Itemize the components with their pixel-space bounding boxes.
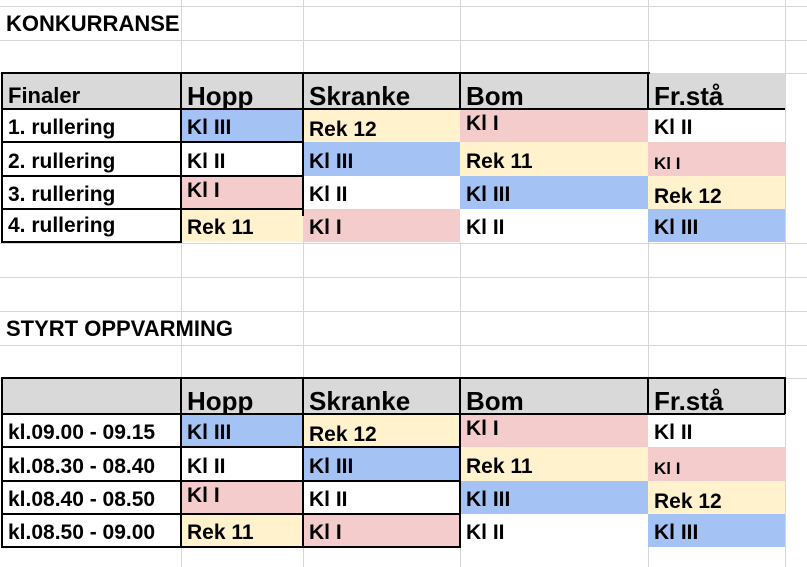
- table-cell[interactable]: Kl III: [181, 414, 303, 447]
- grid-col-line: [785, 0, 786, 567]
- table-cell[interactable]: Kl II: [648, 414, 785, 447]
- grid-col-line: [648, 0, 649, 567]
- table-border: [2, 446, 460, 448]
- table-border: [2, 72, 650, 74]
- table-cell[interactable]: Kl I: [303, 514, 460, 547]
- table-cell[interactable]: Kl II: [303, 481, 460, 514]
- row-label-cell[interactable]: 2. rullering: [2, 142, 181, 176]
- table-border: [180, 377, 182, 548]
- table-border: [2, 480, 460, 482]
- table-cell[interactable]: Kl III: [303, 142, 460, 176]
- header-cell-frsta[interactable]: Fr.stå: [648, 378, 785, 414]
- grid-col-line: [460, 0, 461, 567]
- table-cell[interactable]: Kl I: [181, 481, 303, 514]
- table-cell[interactable]: Kl I: [460, 109, 648, 142]
- row-label-cell[interactable]: kl.09.00 - 09.15: [2, 414, 181, 447]
- header-cell-bom[interactable]: Bom: [460, 378, 648, 414]
- table-cell[interactable]: Kl II: [181, 447, 303, 481]
- table-cell[interactable]: Kl II: [303, 176, 460, 209]
- table-cell[interactable]: Kl II: [460, 209, 648, 242]
- row-label-cell[interactable]: kl.08.30 - 08.40: [2, 447, 181, 481]
- table-cell[interactable]: Rek 11: [460, 447, 648, 481]
- table-cell[interactable]: Kl I: [648, 142, 785, 176]
- table-cell[interactable]: Kl III: [303, 447, 460, 481]
- table-cell[interactable]: Rek 12: [303, 414, 460, 447]
- header-cell-bom[interactable]: Bom: [460, 73, 648, 109]
- row-label-cell[interactable]: kl.08.50 - 09.00: [2, 514, 181, 547]
- header-cell-skranke[interactable]: Skranke: [303, 73, 460, 109]
- table-border: [784, 377, 786, 414]
- table-border: [2, 513, 460, 515]
- table-border: [2, 413, 785, 415]
- header-cell-hopp[interactable]: Hopp: [181, 378, 303, 414]
- section-title-konkurranse: KONKURRANSE: [6, 11, 180, 36]
- table-cell[interactable]: Kl I: [181, 176, 303, 209]
- row-label-cell[interactable]: kl.08.40 - 08.50: [2, 481, 181, 514]
- table-cell[interactable]: Kl I: [460, 414, 648, 447]
- table-cell[interactable]: Kl I: [303, 209, 460, 242]
- grid-row-line: [0, 311, 807, 312]
- table-border: [459, 72, 461, 109]
- table-cell[interactable]: Rek 11: [181, 209, 303, 242]
- table-cell[interactable]: Kl III: [460, 481, 648, 514]
- header-cell-finaler[interactable]: Finaler: [2, 73, 181, 109]
- grid-row-line: [0, 40, 807, 41]
- row-label-cell[interactable]: 4. rullering: [2, 209, 181, 242]
- header-cell-hopp[interactable]: Hopp: [181, 73, 303, 109]
- grid-row-line: [0, 345, 807, 346]
- header-cell-empty[interactable]: [2, 378, 181, 414]
- grid-col-line: [303, 0, 304, 567]
- table-cell[interactable]: Rek 12: [648, 481, 785, 514]
- row-label-cell[interactable]: 3. rullering: [2, 176, 181, 209]
- table-cell[interactable]: Kl II: [181, 142, 303, 176]
- table-cell[interactable]: Rek 11: [460, 142, 648, 176]
- table-border: [2, 546, 460, 548]
- table-cell[interactable]: Kl II: [648, 109, 785, 142]
- row-label-cell[interactable]: 1. rullering: [2, 109, 181, 142]
- table-border: [180, 72, 182, 243]
- table-border: [2, 377, 785, 379]
- table-border: [2, 175, 302, 177]
- table-border: [302, 72, 304, 216]
- table-cell[interactable]: Kl II: [460, 514, 648, 547]
- table-border: [647, 377, 649, 414]
- header-cell-frsta[interactable]: Fr.stå: [648, 73, 785, 109]
- table-border: [2, 208, 302, 210]
- table-cell[interactable]: Kl I: [648, 447, 785, 481]
- table-cell[interactable]: Kl III: [648, 514, 785, 547]
- grid-col-line: [181, 0, 182, 567]
- table-cell[interactable]: Kl III: [181, 109, 303, 142]
- section-title-styrt-oppvarming: STYRT OPPVARMING: [6, 316, 233, 341]
- header-cell-skranke[interactable]: Skranke: [303, 378, 460, 414]
- grid-row-line: [0, 277, 807, 278]
- table-border: [459, 377, 461, 548]
- table-border: [302, 377, 304, 548]
- table-cell[interactable]: Kl III: [648, 209, 785, 242]
- grid-row-line: [0, 243, 807, 244]
- table-border: [2, 141, 302, 143]
- table-border: [2, 108, 785, 110]
- table-border: [1, 377, 3, 548]
- table-border: [1, 72, 3, 243]
- table-cell[interactable]: Kl III: [460, 176, 648, 209]
- table-cell[interactable]: Rek 12: [648, 176, 785, 209]
- table-border: [2, 241, 181, 243]
- table-cell[interactable]: Rek 11: [181, 514, 303, 547]
- table-border: [647, 72, 649, 109]
- table-cell[interactable]: Rek 12: [303, 109, 460, 142]
- grid-row-line: [0, 6, 807, 7]
